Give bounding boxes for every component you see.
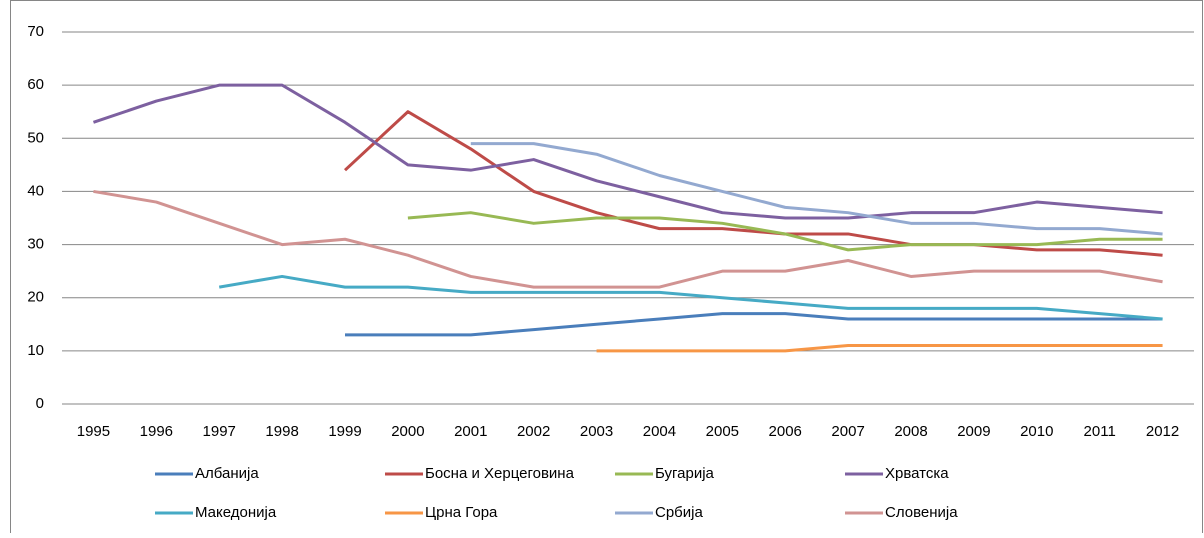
- x-tick-label: 2004: [643, 423, 676, 440]
- series-line: [218, 274, 1163, 321]
- y-tick-label: 40: [27, 182, 44, 199]
- chart-frame: [10, 0, 1203, 538]
- x-tick-label: 2005: [706, 423, 739, 440]
- legend-label: Албанија: [195, 465, 259, 482]
- x-tick-label: 2001: [454, 423, 487, 440]
- series-line: [92, 83, 1163, 220]
- x-tick-label: 2008: [894, 423, 927, 440]
- series-line: [345, 312, 1163, 337]
- y-tick-label: 30: [27, 236, 44, 253]
- series-line: [343, 110, 1163, 257]
- legend-label: Македонија: [195, 504, 277, 521]
- x-tick-label: 2009: [957, 423, 990, 440]
- y-tick-label: 0: [36, 395, 44, 412]
- series-line: [596, 344, 1163, 353]
- y-tick-label: 70: [27, 23, 44, 40]
- legend-label: Босна и Херцеговина: [425, 465, 575, 482]
- legend-label: Хрватска: [885, 465, 949, 482]
- x-tick-label: 1997: [203, 423, 236, 440]
- series-line: [470, 142, 1163, 236]
- legend-label: Црна Гора: [425, 504, 498, 521]
- x-tick-label: 1999: [328, 423, 361, 440]
- y-tick-label: 60: [27, 76, 44, 93]
- x-tick-label: 2012: [1146, 423, 1179, 440]
- x-tick-label: 1995: [77, 423, 110, 440]
- series-line: [407, 211, 1163, 252]
- y-tick-label: 50: [27, 129, 44, 146]
- x-tick-label: 2002: [517, 423, 550, 440]
- x-tick-label: 1998: [265, 423, 298, 440]
- x-tick-label: 2010: [1020, 423, 1053, 440]
- x-tick-label: 2007: [831, 423, 864, 440]
- x-tick-label: 2011: [1084, 423, 1116, 440]
- y-tick-label: 20: [27, 289, 44, 306]
- y-tick-label: 10: [27, 342, 44, 359]
- x-tick-label: 2000: [391, 423, 424, 440]
- x-tick-label: 2006: [769, 423, 802, 440]
- legend-label: Бугарија: [655, 465, 715, 482]
- x-tick-label: 2003: [580, 423, 613, 440]
- legend-label: Србија: [655, 504, 703, 521]
- series-line: [93, 189, 1163, 289]
- x-tick-label: 1996: [140, 423, 173, 440]
- legend-label: Словенија: [885, 504, 958, 521]
